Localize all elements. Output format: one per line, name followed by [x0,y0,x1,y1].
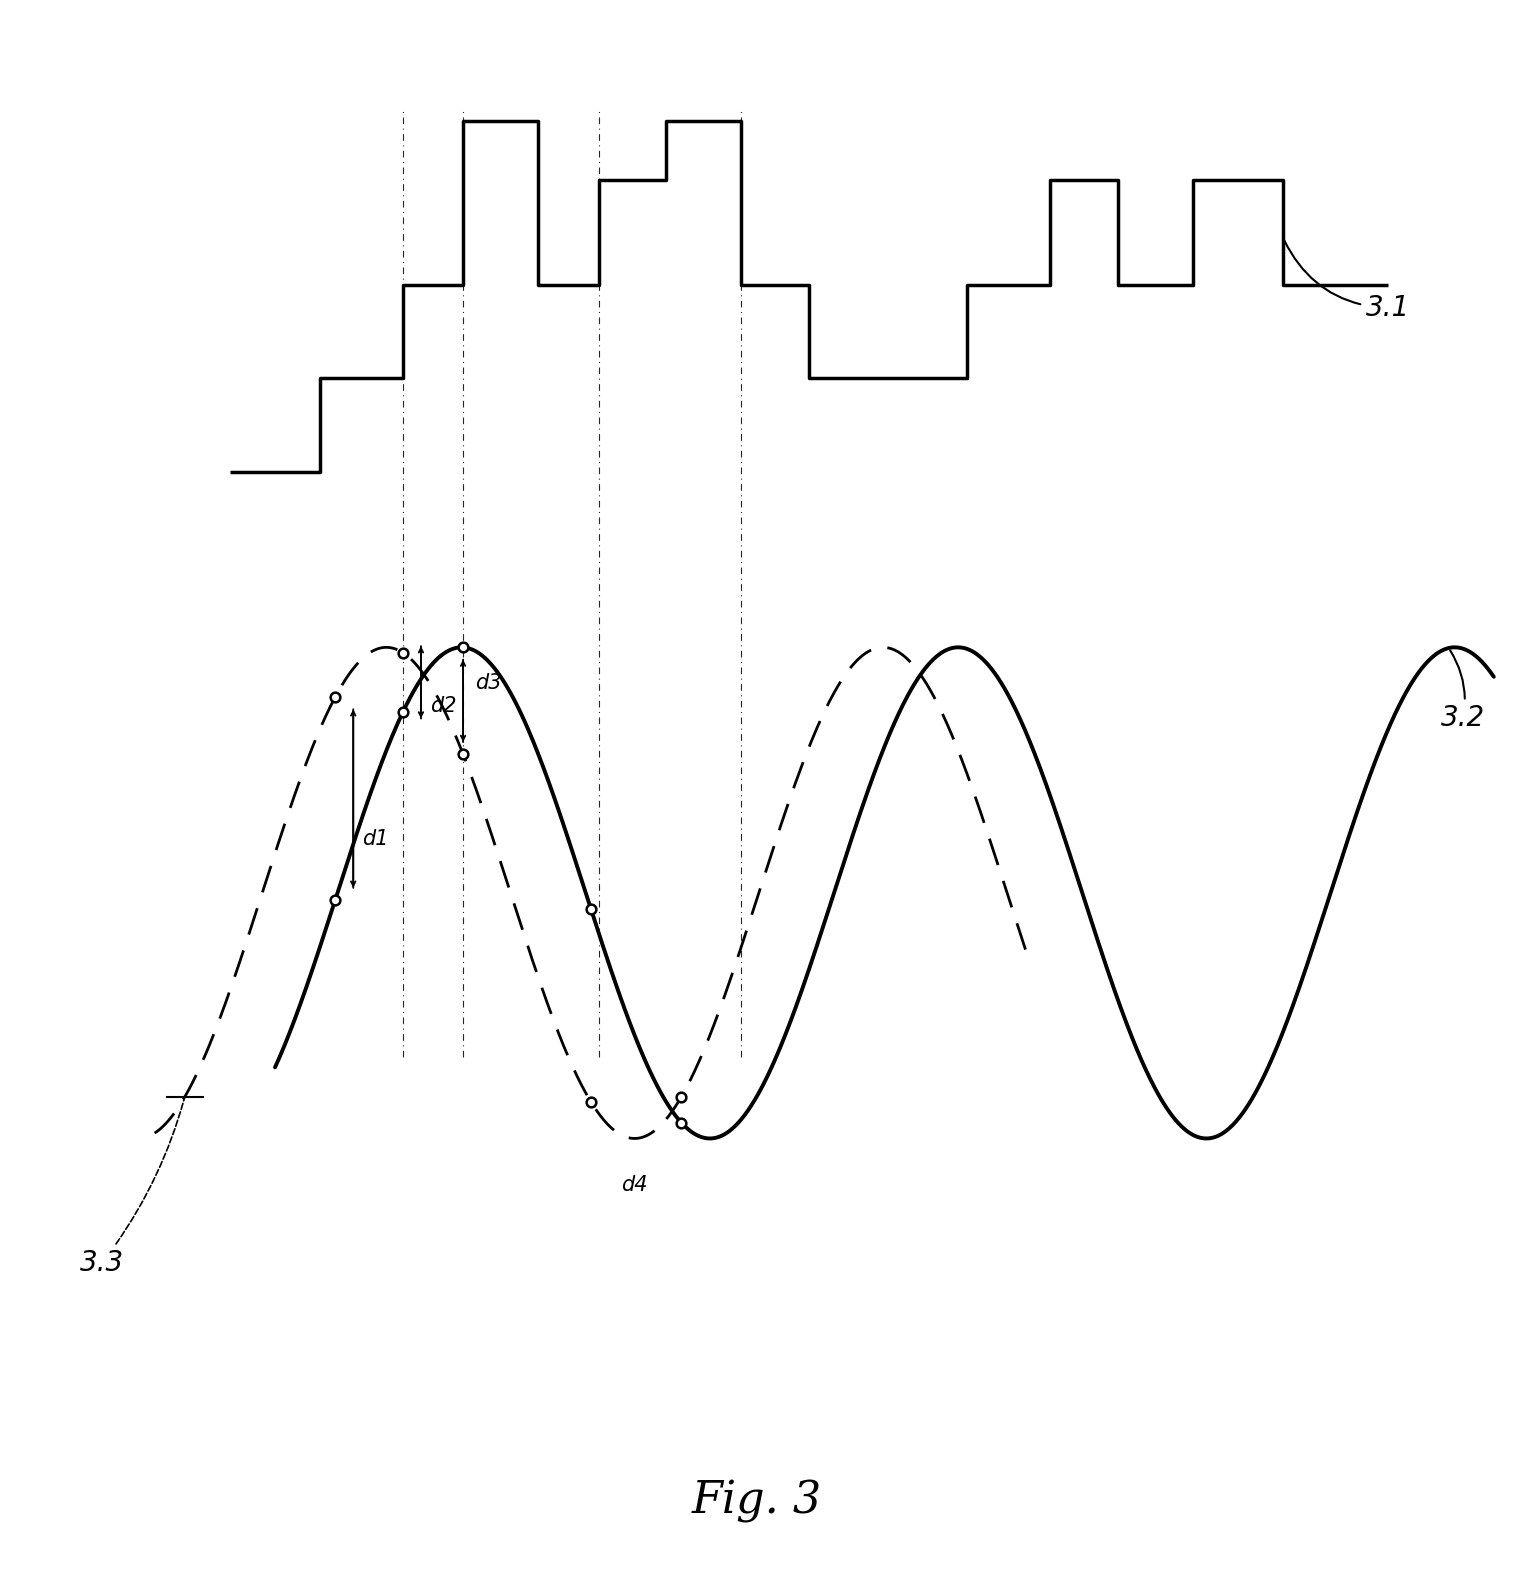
Text: d2: d2 [430,695,457,716]
Text: d1: d1 [362,830,389,849]
Text: 3.3: 3.3 [80,1100,185,1278]
Text: Fig. 3: Fig. 3 [691,1479,822,1522]
Text: 3.1: 3.1 [1285,241,1410,322]
Text: d4: d4 [620,1176,648,1195]
Text: 3.2: 3.2 [1440,651,1486,732]
Text: d3: d3 [475,673,502,694]
